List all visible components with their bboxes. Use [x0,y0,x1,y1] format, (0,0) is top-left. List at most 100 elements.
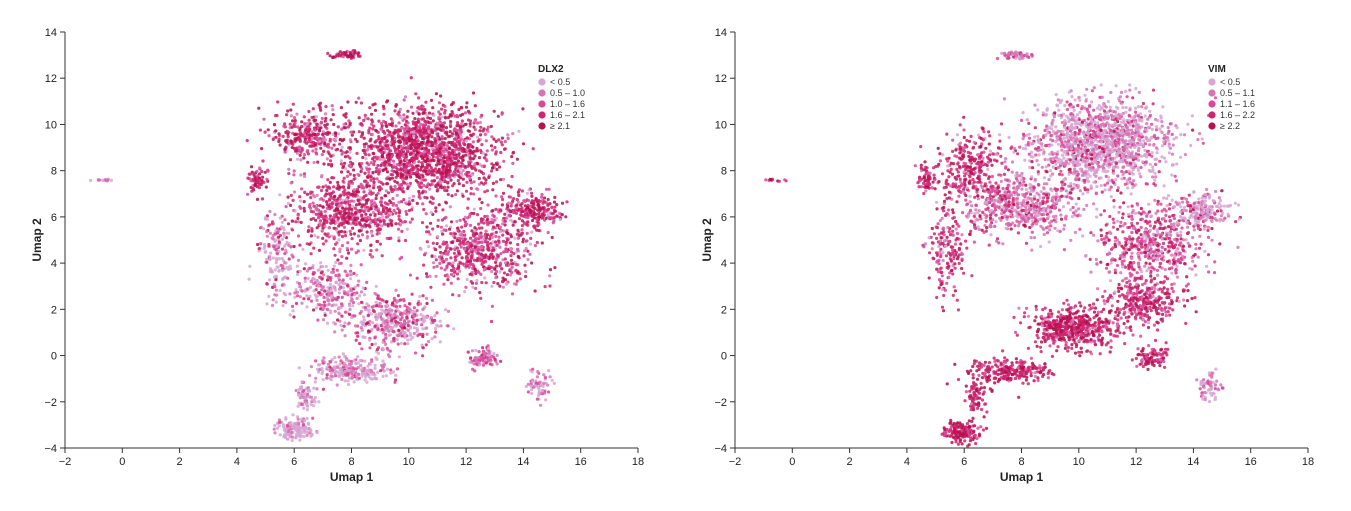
scatter-point [325,220,329,224]
scatter-point [366,205,370,209]
scatter-point [476,187,480,191]
scatter-point [463,237,467,241]
scatter-point [524,270,528,274]
scatter-point [491,246,495,250]
scatter-point [350,212,354,216]
scatter-point [271,137,275,142]
scatter-point [282,124,286,128]
scatter-point [397,128,401,132]
scatter-point [473,355,477,360]
scatter-point [406,324,410,328]
scatter-point [349,269,353,273]
scatter-point [409,159,413,163]
scatter-point [337,311,341,315]
scatter-point [305,132,309,136]
scatter-point [421,294,425,298]
scatter-point [552,381,556,385]
scatter-point [485,221,489,225]
scatter-point [543,389,547,393]
scatter-point [528,204,533,208]
scatter-point [384,336,388,340]
scatter-point [293,119,297,123]
scatter-point [261,159,265,163]
scatter-point [433,125,437,129]
scatter-point [480,353,484,357]
scatter-point [537,222,541,226]
scatter-point [287,171,291,176]
scatter-point [343,310,348,314]
scatter-point [369,312,373,316]
scatter-point [370,342,374,347]
scatter-point [542,373,546,377]
scatter-point [293,209,297,213]
scatter-point [400,229,404,233]
scatter-point [492,137,496,141]
scatter-point [438,319,442,323]
scatter-point [342,193,346,197]
scatter-point [300,301,304,305]
scatter-point [393,298,397,302]
scatter-point [389,123,393,127]
scatter-point [339,359,343,363]
scatter-point [485,256,489,260]
scatter-point [343,234,348,238]
scatter-point [440,140,444,144]
scatter-point [334,303,338,307]
scatter-point [457,148,461,152]
scatter-point [266,169,270,173]
scatter-point [334,360,338,364]
scatter-point [445,266,449,270]
scatter-point [280,256,284,261]
scatter-point [379,121,383,126]
scatter-point [420,161,424,165]
scatter-point [313,293,317,297]
scatter-point [466,206,470,210]
scatter-point [490,235,494,239]
scatter-point [509,204,513,208]
scatter-point [432,265,436,269]
scatter-point [452,247,456,251]
scatter-point [524,246,528,251]
scatter-point [307,388,311,392]
scatter-point [421,141,425,145]
scatter-point [433,149,437,153]
scatter-point [444,257,449,261]
scatter-point [288,292,292,296]
scatter-point [487,175,491,180]
scatter-point [460,161,464,165]
scatter-point [469,186,473,190]
scatter-point [416,139,420,143]
scatter-point [419,122,423,126]
scatter-point [347,376,352,380]
scatter-point [535,217,539,221]
scatter-point [311,270,316,275]
scatter-point [291,198,295,202]
scatter-point [289,193,293,197]
scatter-point [264,250,268,254]
scatter-point [439,225,443,229]
scatter-point [530,391,534,396]
scatter-point [365,230,369,234]
scatter-point [340,145,344,149]
scatter-point [373,342,378,346]
scatter-point [477,182,482,186]
scatter-point [476,356,480,360]
scatter-point [494,234,498,238]
scatter-point [391,370,396,374]
scatter-point [343,321,347,325]
scatter-point [294,435,298,440]
scatter-point [540,241,544,245]
scatter-point [272,245,276,249]
scatter-point [528,209,532,213]
scatter-point [483,267,487,271]
scatter-point [463,111,468,115]
scatter-point [411,309,415,313]
scatter-point [412,148,416,153]
scatter-point [432,158,436,163]
scatter-point [489,124,493,129]
scatter-point [307,118,311,122]
scatter-point [302,115,306,119]
scatter-point [418,142,422,146]
scatter-point [411,321,415,325]
scatter-point [511,150,516,154]
